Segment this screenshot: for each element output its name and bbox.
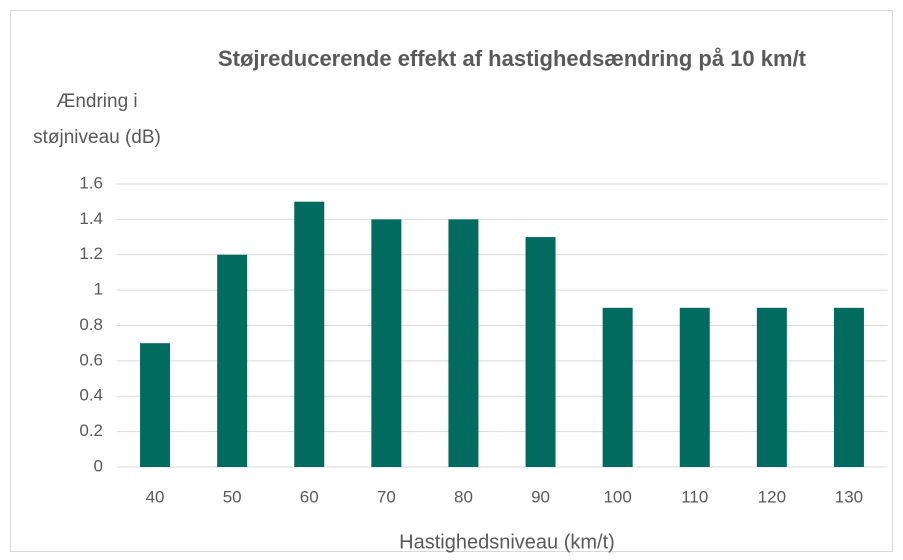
- y-tick-label: 0.2: [79, 421, 103, 440]
- x-tick-label: 120: [758, 487, 786, 506]
- bar: [217, 254, 248, 467]
- bar: [833, 307, 864, 467]
- bar: [448, 219, 479, 467]
- bar: [140, 343, 171, 467]
- y-tick-label: 1.4: [79, 209, 103, 228]
- x-axis-title: Hastighedsniveau (km/t): [399, 531, 615, 553]
- y-tick-label: 0.8: [79, 315, 103, 334]
- x-tick-label: 100: [603, 487, 631, 506]
- bar: [679, 307, 710, 467]
- x-tick-label: 110: [681, 487, 708, 506]
- y-tick-label: 0.6: [79, 350, 103, 369]
- chart-border: [10, 10, 893, 552]
- bar: [525, 237, 556, 467]
- bar: [756, 307, 787, 467]
- x-tick-label: 60: [300, 487, 319, 506]
- x-tick-label: 80: [454, 487, 473, 506]
- bar: [294, 201, 325, 467]
- x-tick-label: 40: [146, 487, 165, 506]
- x-tick-label: 130: [835, 487, 863, 506]
- y-tick-label: 1: [94, 280, 103, 299]
- y-tick-label: 0.4: [79, 386, 103, 405]
- y-tick-label: 0: [94, 456, 103, 475]
- chart-title: Støjreducerende effekt af hastighedsændr…: [218, 46, 807, 71]
- bar: [602, 307, 633, 467]
- y-axis-title: Ændring i støjniveau (dB): [33, 91, 161, 148]
- x-tick-label: 70: [377, 487, 396, 506]
- y-tick-label: 1.6: [79, 173, 103, 192]
- x-tick-label: 90: [531, 487, 550, 506]
- y-tick-label: 1.2: [79, 244, 103, 263]
- x-tick-label: 50: [223, 487, 242, 506]
- bar: [371, 219, 402, 467]
